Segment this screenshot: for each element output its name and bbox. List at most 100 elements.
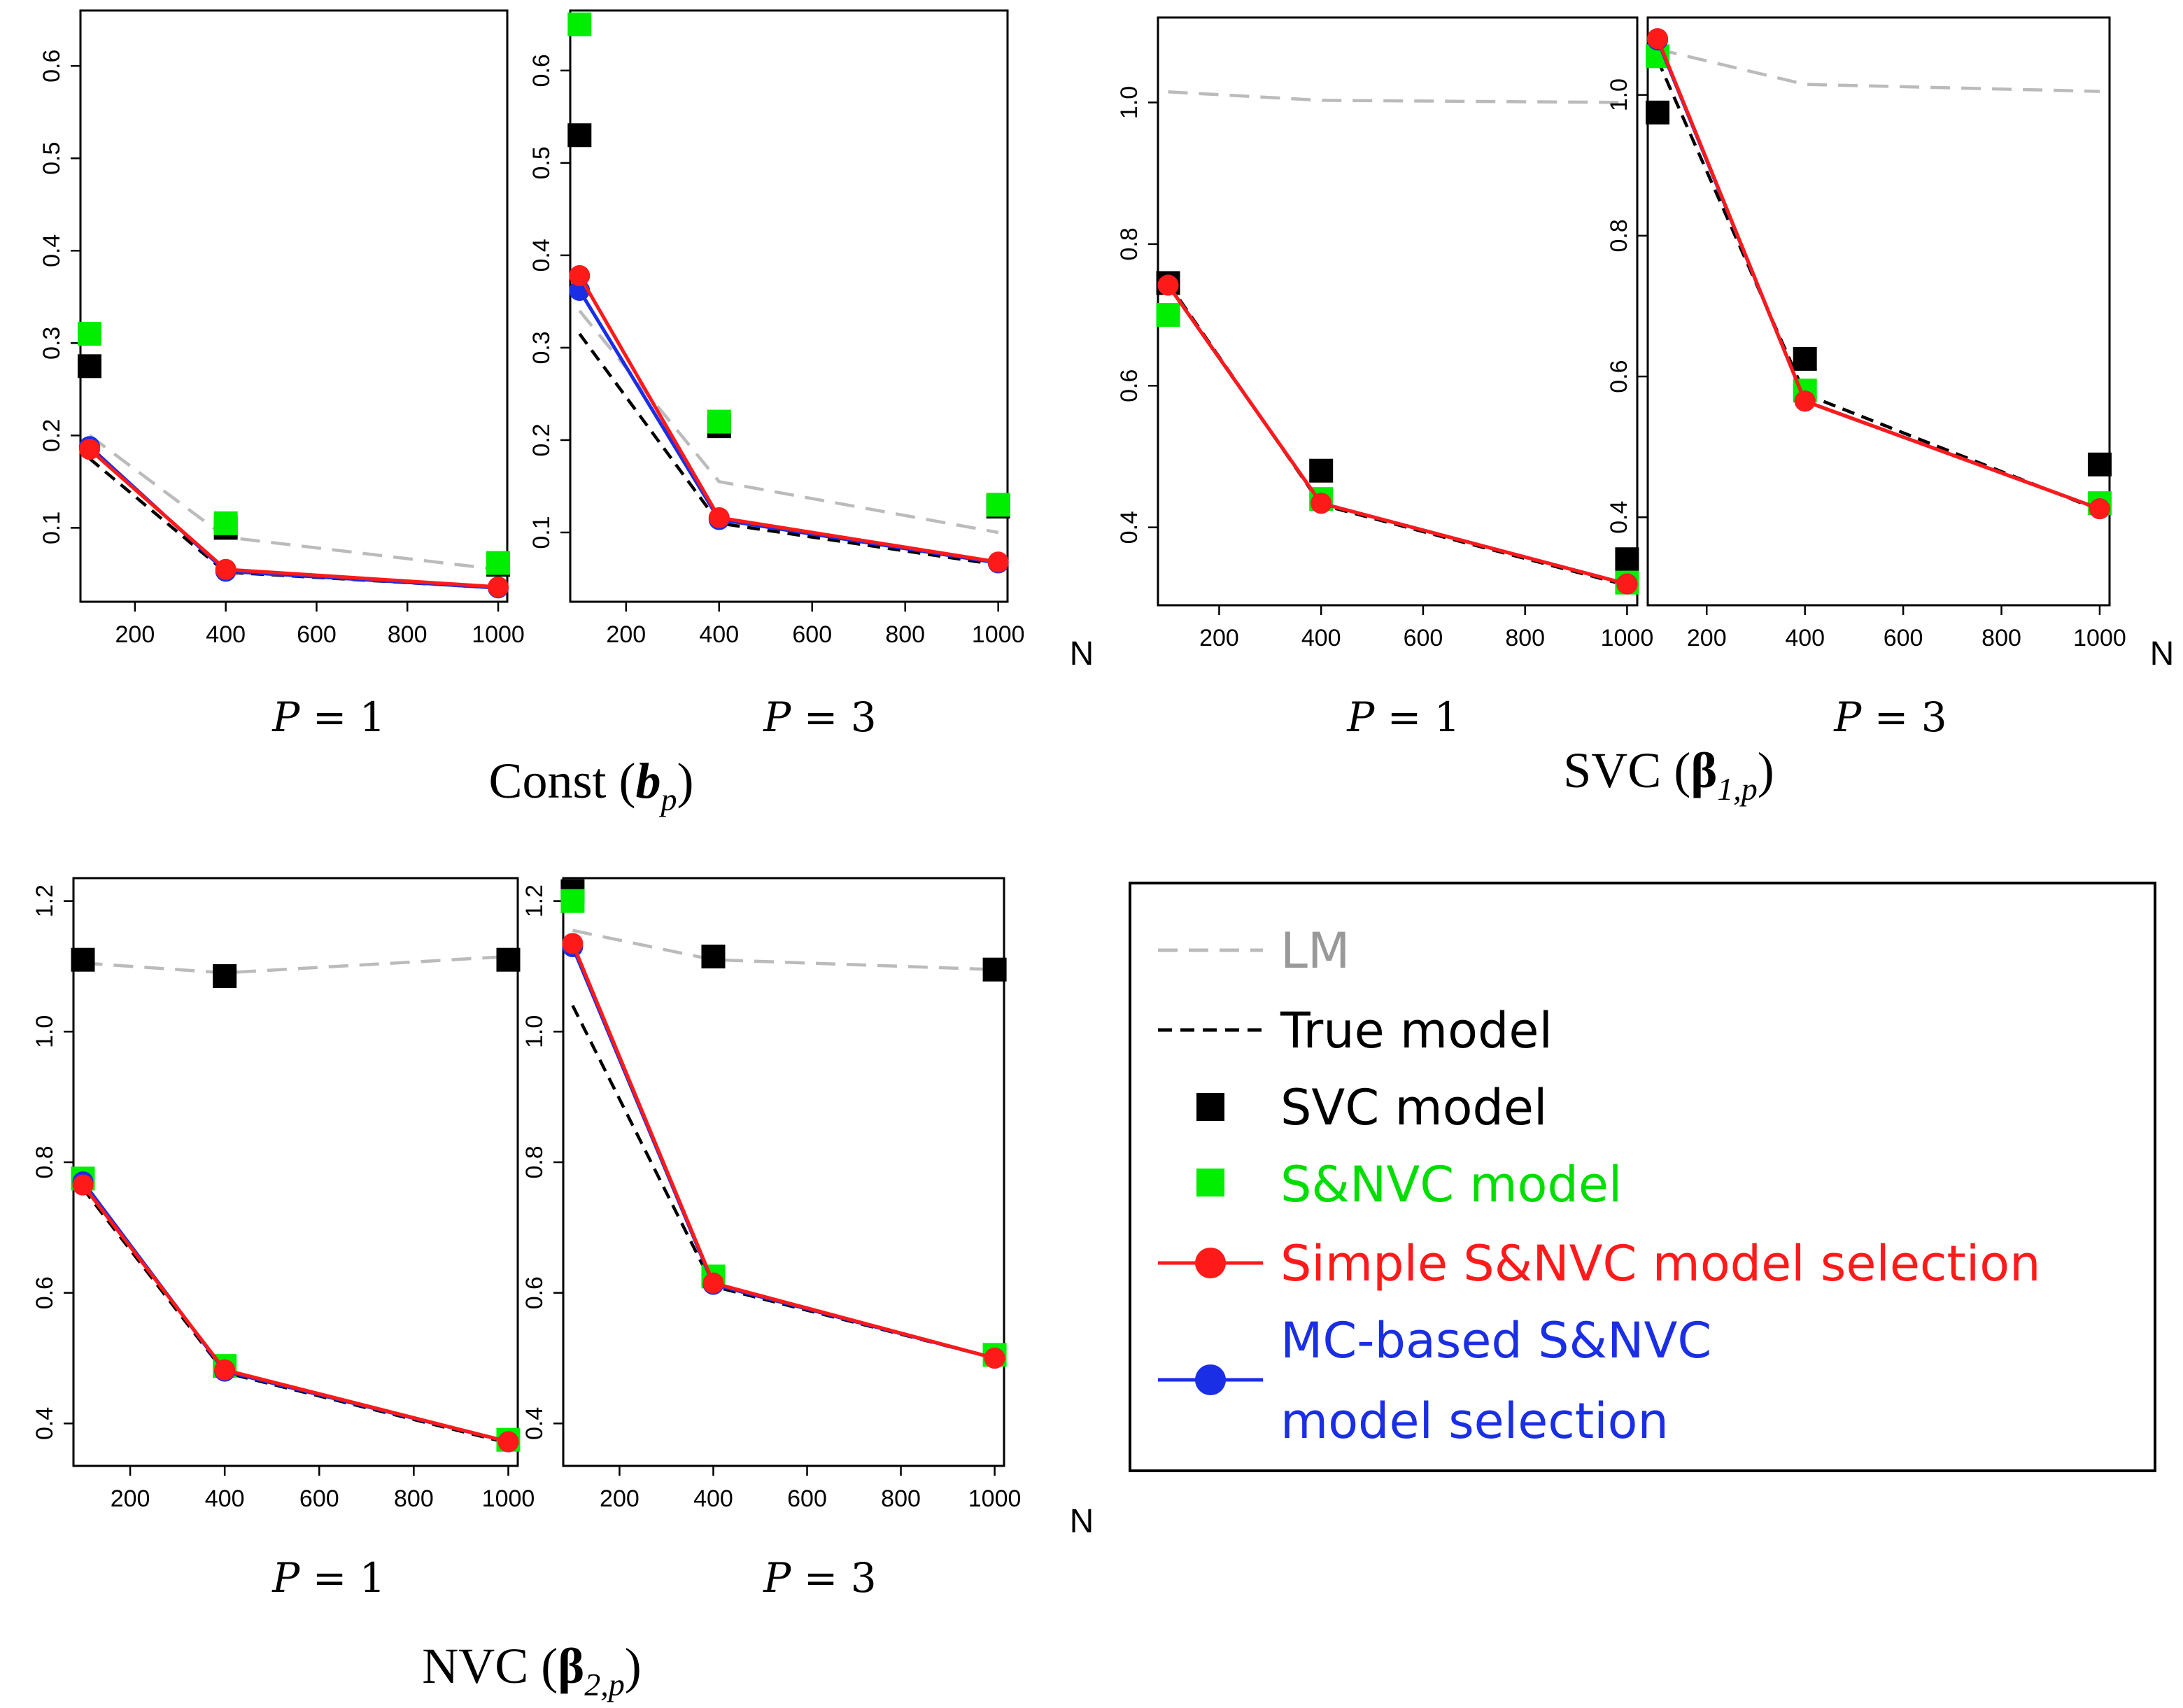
panel-svc-p-1-series-simple-sandnvc-model-selection-point-100 bbox=[1157, 274, 1179, 296]
panel-nvc-p-3-xtick-label-1000: 1000 bbox=[968, 1485, 1022, 1512]
panel-const-p-1: 200 400 600 800 1000 0.1 0.2 0.3 0.4 0.5 0.6 bbox=[38, 9, 525, 648]
panel-const-p-1-xtick-label-400: 400 bbox=[206, 621, 246, 648]
panel-nvc-p-1-series-simple-sandnvc-model-selection-line bbox=[81, 1184, 509, 1444]
legend-item-lm: LM bbox=[1158, 922, 1350, 980]
panel-const-p-1-xtick-label-200: 200 bbox=[115, 621, 155, 648]
panel-svc-p-3-series-svc-model-point-1000 bbox=[2087, 452, 2112, 477]
legend-label-true-model: True model bbox=[1280, 1002, 1553, 1059]
legend-item-snvc-model: S&NVC model bbox=[1196, 1156, 1622, 1213]
panel-const-p-1-series-simple-sandnvc-model-selection-point-1000 bbox=[488, 576, 509, 598]
panel-svc-p-1: 200 400 600 800 1000 0.4 0.6 0.8 1.0 bbox=[1116, 16, 1654, 651]
panel-nvc-p-1-series-svc-model-point-400 bbox=[213, 964, 237, 988]
panel-const-p-1-frame bbox=[79, 9, 509, 603]
panel-nvc-p-1-ytick-label-0.8: 0.8 bbox=[31, 1145, 58, 1178]
panel-svc-p-3-ytick-label-1: 1.0 bbox=[1606, 78, 1632, 111]
panel-const-p-3-xtick-label-800: 800 bbox=[885, 621, 925, 648]
panel-svc-p-3-series-simple-sandnvc-model-selection-point-400 bbox=[1794, 390, 1816, 412]
p-label-svc-p1: P = 1 bbox=[1346, 693, 1460, 741]
panel-nvc-p-3-xtick-label-200: 200 bbox=[600, 1485, 640, 1512]
panel-nvc-p-1-xtick-label-1000: 1000 bbox=[482, 1485, 535, 1512]
panel-const-p-1-ytick-label-0.5: 0.5 bbox=[38, 142, 65, 175]
panel-const-p-3-xtick-label-200: 200 bbox=[606, 621, 646, 648]
panel-svc-p-1-ytick-label-1: 1.0 bbox=[1116, 86, 1143, 119]
legend-label-mc-selection-line1: MC-based S&NVC bbox=[1280, 1312, 1711, 1369]
panel-svc-p-3-series-svc-model-point-100 bbox=[1646, 100, 1670, 125]
panel-svc-p-1-xtick-label-1000: 1000 bbox=[1601, 625, 1654, 651]
panel-nvc-p-3-series-sandnvc-model-point-100 bbox=[560, 889, 585, 913]
panel-svc-p-1-xtick-label-400: 400 bbox=[1301, 625, 1341, 651]
n-axis-label-svc: N bbox=[2150, 635, 2175, 672]
panel-const-p-3-series-svc-model-point-100 bbox=[567, 123, 592, 148]
panel-const-p-3-ytick-label-0.5: 0.5 bbox=[528, 146, 555, 179]
panel-nvc-p-3-xtick-label-800: 800 bbox=[881, 1485, 921, 1512]
panel-svc-p-3-ytick-label-0.6: 0.6 bbox=[1606, 360, 1632, 393]
panel-const-p-1-series-simple-sandnvc-model-selection-line bbox=[88, 448, 499, 589]
panel-nvc-p-3: 200 400 600 800 1000 0.4 0.6 0.8 1.0 1.2 bbox=[521, 877, 1022, 1512]
panel-svc-p-3-ytick-label-0.4: 0.4 bbox=[1606, 501, 1632, 534]
panel-const-p-3-series-sandnvc-model-point-100 bbox=[567, 12, 592, 36]
panel-const-p-3-xtick-label-600: 600 bbox=[792, 621, 832, 648]
panel-nvc-p-3-series-simple-sandnvc-model-selection-point-1000 bbox=[984, 1348, 1005, 1369]
panel-const-p-3-series-sandnvc-model-point-400 bbox=[707, 409, 731, 434]
panel-const-p-1-xtick-label-1000: 1000 bbox=[472, 621, 525, 648]
panel-nvc-p-1-xtick-label-400: 400 bbox=[205, 1485, 245, 1512]
panel-svc-p-3-series-simple-sandnvc-model-selection-point-1000 bbox=[2089, 498, 2110, 520]
panel-const-p-3-ytick-label-0.4: 0.4 bbox=[528, 239, 555, 271]
panel-const-p-3-ytick-label-0.3: 0.3 bbox=[528, 331, 555, 364]
panel-const-p-1-series-svc-model-point-100 bbox=[77, 354, 101, 379]
group-title-svc: SVC (β1,p) bbox=[1563, 742, 1774, 807]
panel-svc-p-3-series-simple-sandnvc-model-selection-line bbox=[1655, 38, 2100, 511]
panel-svc-p-3-series-true-model-line bbox=[1655, 59, 2100, 512]
panel-nvc-p-1-series-simple-sandnvc-model-selection-point-400 bbox=[214, 1359, 236, 1381]
panel-svc-p-1-ytick-label-0.4: 0.4 bbox=[1116, 511, 1143, 544]
panel-nvc-p-3-ytick-label-0.4: 0.4 bbox=[521, 1407, 548, 1440]
panel-const-p-1-ytick-label-0.6: 0.6 bbox=[38, 50, 65, 83]
panel-nvc-p-1-series-svc-model-point-1000 bbox=[496, 947, 521, 972]
panel-nvc-p-1-series-true-model-line bbox=[81, 1187, 509, 1445]
panel-svc-p-1-xtick-label-200: 200 bbox=[1199, 625, 1239, 651]
panel-nvc-p-3-frame bbox=[562, 877, 1005, 1467]
group-title-const: Const (bp) bbox=[488, 753, 693, 817]
panel-const-p-1-series-sandnvc-model-point-1000 bbox=[486, 551, 511, 575]
panel-svc-p-3-xtick-label-400: 400 bbox=[1785, 625, 1825, 651]
panel-const-p-1-series-true-model-line bbox=[88, 457, 499, 590]
p-label-nvc-p1: P = 1 bbox=[271, 1554, 385, 1602]
panel-const-p-3-series-sandnvc-model-point-1000 bbox=[986, 493, 1010, 517]
panel-const-p-3-series-simple-sandnvc-model-selection-point-400 bbox=[708, 507, 730, 528]
panel-const-p-1-ytick-label-0.4: 0.4 bbox=[38, 234, 65, 267]
group-title-nvc: NVC (β2,p) bbox=[422, 1638, 641, 1702]
panel-nvc-p-3-series-svc-model-point-1000 bbox=[982, 957, 1007, 982]
panel-const-p-1-xtick-label-800: 800 bbox=[388, 621, 428, 648]
panel-const-p-3: 200 400 600 800 1000 0.1 0.2 0.3 0.4 0.5 0.6 bbox=[528, 9, 1025, 648]
panel-const-p-1-series-sandnvc-model-point-100 bbox=[77, 322, 101, 346]
panel-nvc-p-1-series-mc-based-sandnvc-model-selection-line bbox=[81, 1180, 509, 1444]
panel-nvc-p-1-series-svc-model-point-100 bbox=[71, 947, 95, 972]
legend-item-svc-model: SVC model bbox=[1196, 1079, 1547, 1136]
panel-nvc-p-3-series-true-model-line bbox=[571, 1004, 996, 1360]
panel-svc-p-1-ytick-label-0.8: 0.8 bbox=[1116, 227, 1143, 260]
legend-item-true-model: True model bbox=[1158, 1002, 1553, 1059]
panel-svc-p-3-xtick-label-600: 600 bbox=[1884, 625, 1923, 651]
panel-nvc-p-3-series-lm-line bbox=[572, 929, 995, 971]
panel-svc-p-3-series-lm-line bbox=[1657, 48, 2100, 93]
panel-const-p-3-series-simple-sandnvc-model-selection-point-1000 bbox=[987, 551, 1009, 573]
panel-const-p-3-series-simple-sandnvc-model-selection-point-100 bbox=[569, 264, 591, 286]
panel-const-p-1-ytick-label-0.1: 0.1 bbox=[38, 511, 65, 544]
panel-svc-p-3-frame bbox=[1646, 16, 2111, 607]
panel-svc-p-3-ytick-label-0.8: 0.8 bbox=[1606, 219, 1632, 252]
panel-svc-p-1-series-mc-based-sandnvc-model-selection-line bbox=[1166, 284, 1628, 586]
n-axis-label-nvc: N bbox=[1070, 1503, 1094, 1540]
panel-nvc-p-3-xtick-label-600: 600 bbox=[787, 1485, 827, 1512]
panel-svc-p-1-frame bbox=[1157, 16, 1639, 607]
legend-label-simple-selection: Simple S&NVC model selection bbox=[1280, 1235, 2041, 1292]
panel-const-p-3-frame bbox=[569, 9, 1009, 603]
panel-nvc-p-1-xtick-label-600: 600 bbox=[299, 1485, 339, 1512]
panel-svc-p-3: 200 400 600 800 1000 0.4 0.6 0.8 1.0 bbox=[1606, 16, 2126, 651]
panel-nvc-p-3-ytick-label-1.2: 1.2 bbox=[521, 884, 548, 917]
panel-nvc-p-1: 200 400 600 800 1000 0.4 0.6 0.8 1.0 1.2 bbox=[31, 877, 535, 1512]
panel-nvc-p-1-xtick-label-800: 800 bbox=[394, 1485, 434, 1512]
panel-nvc-p-1-ytick-label-1.2: 1.2 bbox=[31, 884, 58, 917]
panel-svc-p-1-series-simple-sandnvc-model-selection-point-400 bbox=[1310, 493, 1332, 514]
panel-svc-p-3-xtick-label-200: 200 bbox=[1687, 625, 1727, 651]
